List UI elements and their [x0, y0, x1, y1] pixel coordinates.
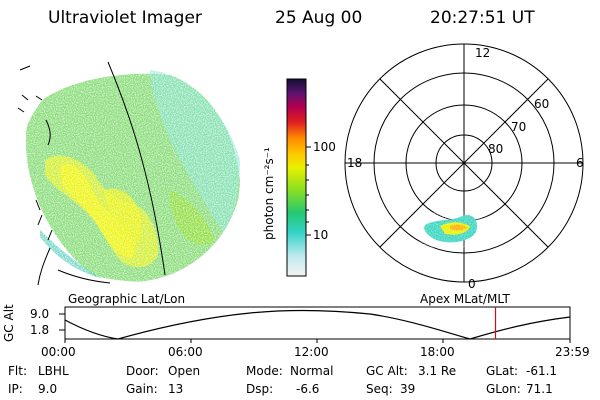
- dsp-label: Dsp:: [246, 382, 274, 396]
- seq-value: 39: [400, 382, 416, 396]
- time-tick-1800: 18:00: [420, 345, 455, 359]
- mode-value: Normal: [290, 364, 334, 378]
- uv-image-disk: [17, 58, 242, 286]
- geographic-label: Geographic Lat/Lon: [68, 292, 186, 306]
- seq-label: Seq:: [366, 382, 393, 396]
- mlt-label-12: 12: [475, 46, 491, 60]
- ip-value: 9.0: [38, 382, 58, 396]
- altitude-tick-9: 9.0: [30, 307, 50, 321]
- lat-label-60: 60: [534, 97, 550, 111]
- apex-label: Apex MLat/MLT: [420, 292, 510, 306]
- time-tick-0600: 06:00: [168, 345, 203, 359]
- time-label: 20:27:51 UT: [430, 8, 535, 28]
- gcalt-value: 3.1 Re: [418, 364, 457, 378]
- polar-mlt-plot: [344, 43, 584, 283]
- dsp-value: -6.6: [296, 382, 320, 396]
- gain-value: 13: [168, 382, 184, 396]
- colorbar-unit-label: photon cm⁻²s⁻¹: [262, 147, 276, 240]
- gcalt-label: GC Alt:: [366, 364, 408, 378]
- lat-label-70: 70: [511, 120, 527, 134]
- ip-label: IP:: [8, 382, 23, 396]
- altitude-tick-1-8: 1.8: [30, 323, 50, 337]
- glat-value: -61.1: [526, 364, 558, 378]
- altitude-plot: [59, 306, 571, 343]
- date-label: 25 Aug 00: [275, 8, 363, 28]
- flt-label: Flt:: [8, 364, 27, 378]
- glon-value: 71.1: [526, 382, 553, 396]
- glat-label: GLat:: [486, 364, 519, 378]
- gain-label: Gain:: [126, 382, 158, 396]
- flt-value: LBHL: [38, 364, 69, 378]
- mlt-label-6: 6: [576, 156, 584, 170]
- time-tick-1200: 12:00: [294, 345, 329, 359]
- time-tick-0000: 00:00: [41, 345, 76, 359]
- mlt-label-0: 0: [468, 277, 476, 291]
- mode-label: Mode:: [246, 364, 283, 378]
- time-tick-2359: 23:59: [555, 345, 590, 359]
- color-bar: [286, 78, 311, 277]
- lat-label-80: 80: [488, 142, 504, 156]
- polar-aurora-spot: [420, 212, 482, 248]
- colorbar-tick-10: 10: [313, 228, 329, 242]
- colorbar-tick-100: 100: [313, 140, 336, 154]
- glon-label: GLon:: [486, 382, 521, 396]
- door-value: Open: [168, 364, 201, 378]
- door-label: Door:: [126, 364, 159, 378]
- mlt-label-18: 18: [347, 156, 363, 170]
- instrument-title: Ultraviolet Imager: [48, 8, 202, 28]
- altitude-axis-label: GC Alt: [2, 304, 16, 342]
